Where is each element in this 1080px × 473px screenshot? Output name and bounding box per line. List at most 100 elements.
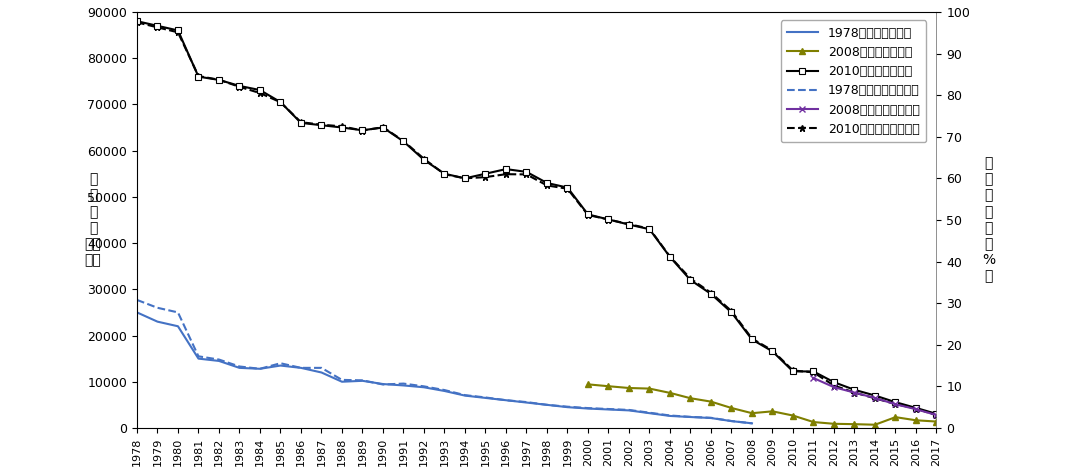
Y-axis label: 贫
困
发
生
率
（
%
）: 贫 困 发 生 率 （ % ） bbox=[982, 156, 995, 284]
2010年标准贫困发生率 bbox=[274, 99, 287, 105]
2010年标准贫困发生率 bbox=[172, 29, 185, 35]
2010年标准贫困人口 bbox=[254, 87, 267, 93]
1978年标准贫困人口 bbox=[274, 363, 287, 368]
1978年标准贫困人口 bbox=[397, 383, 410, 388]
1978年标准贫困人口 bbox=[540, 402, 553, 408]
2010年标准贫困发生率 bbox=[336, 123, 349, 129]
1978年标准贫困发生率 bbox=[643, 410, 656, 416]
2008年标准贫困人口 bbox=[807, 419, 820, 425]
1978年标准贫困发生率 bbox=[397, 381, 410, 386]
2008年标准贫困发生率 bbox=[827, 385, 840, 390]
1978年标准贫困人口 bbox=[131, 309, 144, 315]
1978年标准贫困发生率 bbox=[519, 399, 532, 405]
1978年标准贫困发生率 bbox=[704, 415, 717, 420]
2008年标准贫困人口 bbox=[745, 411, 758, 416]
2010年标准贫困发生率 bbox=[704, 290, 717, 296]
1978年标准贫困人口 bbox=[561, 404, 573, 410]
1978年标准贫困发生率 bbox=[602, 406, 615, 412]
2008年标准贫困发生率 bbox=[889, 402, 902, 407]
2010年标准贫困发生率 bbox=[295, 119, 308, 125]
2008年标准贫困人口 bbox=[622, 385, 635, 391]
2010年标准贫困人口 bbox=[848, 387, 861, 393]
2010年标准贫困人口 bbox=[827, 379, 840, 385]
2008年标准贫困发生率 bbox=[807, 375, 820, 381]
1978年标准贫困人口 bbox=[192, 356, 205, 361]
1978年标准贫困人口 bbox=[356, 378, 369, 384]
1978年标准贫困人口 bbox=[499, 397, 512, 403]
2010年标准贫困人口 bbox=[807, 368, 820, 374]
2010年标准贫困人口 bbox=[131, 18, 144, 24]
2010年标准贫困人口 bbox=[684, 277, 697, 283]
2010年标准贫困发生率 bbox=[519, 172, 532, 177]
2010年标准贫困发生率 bbox=[827, 383, 840, 388]
2010年标准贫困人口 bbox=[213, 77, 226, 83]
2010年标准贫困发生率 bbox=[397, 138, 410, 144]
1978年标准贫困发生率 bbox=[295, 365, 308, 371]
2010年标准贫困人口 bbox=[480, 171, 492, 176]
2010年标准贫困人口 bbox=[172, 27, 185, 33]
2010年标准贫困人口 bbox=[622, 222, 635, 228]
2010年标准贫困发生率 bbox=[233, 84, 246, 90]
1978年标准贫困人口 bbox=[254, 366, 267, 372]
1978年标准贫困人口 bbox=[725, 418, 738, 424]
2010年标准贫困发生率 bbox=[663, 254, 676, 259]
2008年标准贫困人口 bbox=[643, 386, 656, 392]
1978年标准贫困发生率 bbox=[622, 407, 635, 413]
2010年标准贫困发生率 bbox=[868, 395, 881, 401]
2008年标准贫困发生率 bbox=[909, 406, 922, 412]
1978年标准贫困人口 bbox=[213, 358, 226, 364]
2010年标准贫困发生率 bbox=[848, 390, 861, 395]
2010年标准贫困人口 bbox=[581, 211, 594, 217]
1978年标准贫困发生率 bbox=[213, 357, 226, 362]
2010年标准贫困发生率 bbox=[192, 73, 205, 79]
2010年标准贫困人口 bbox=[459, 175, 472, 181]
2008年标准贫困人口 bbox=[663, 390, 676, 396]
2010年标准贫困发生率 bbox=[909, 406, 922, 412]
2010年标准贫困人口 bbox=[663, 254, 676, 260]
2010年标准贫困发生率 bbox=[602, 217, 615, 222]
1978年标准贫困发生率 bbox=[438, 387, 451, 393]
1978年标准贫困发生率 bbox=[315, 365, 328, 371]
2008年标准贫困人口 bbox=[725, 405, 738, 411]
2010年标准贫困发生率 bbox=[418, 156, 431, 162]
2008年标准贫困人口 bbox=[848, 421, 861, 427]
2010年标准贫困发生率 bbox=[377, 124, 390, 130]
1978年标准贫困人口 bbox=[295, 365, 308, 371]
2010年标准贫困人口 bbox=[909, 405, 922, 411]
2008年标准贫困人口 bbox=[704, 399, 717, 404]
2010年标准贫困人口 bbox=[930, 411, 943, 417]
Y-axis label: 贫
困
人
口
（万
人）: 贫 困 人 口 （万 人） bbox=[84, 173, 102, 267]
2010年标准贫困发生率 bbox=[540, 183, 553, 188]
2010年标准贫困人口 bbox=[336, 125, 349, 131]
1978年标准贫困人口 bbox=[233, 365, 246, 371]
2008年标准贫困人口 bbox=[766, 409, 779, 414]
2010年标准贫困发生率 bbox=[766, 348, 779, 353]
2010年标准贫困人口 bbox=[151, 23, 164, 29]
2008年标准贫困人口 bbox=[684, 395, 697, 401]
2010年标准贫困人口 bbox=[766, 349, 779, 354]
2010年标准贫困发生率 bbox=[745, 336, 758, 342]
1978年标准贫困发生率 bbox=[377, 382, 390, 387]
1978年标准贫困人口 bbox=[684, 414, 697, 420]
2008年标准贫困发生率 bbox=[848, 390, 861, 395]
2010年标准贫困人口 bbox=[889, 399, 902, 405]
1978年标准贫困人口 bbox=[663, 413, 676, 419]
Line: 2008年标准贫困发生率: 2008年标准贫困发生率 bbox=[811, 375, 940, 418]
1978年标准贫困人口 bbox=[459, 393, 472, 398]
2010年标准贫困发生率 bbox=[459, 175, 472, 181]
1978年标准贫困人口 bbox=[418, 385, 431, 390]
2010年标准贫困人口 bbox=[745, 337, 758, 342]
2010年标准贫困人口 bbox=[643, 227, 656, 232]
1978年标准贫困发生率 bbox=[581, 405, 594, 411]
2010年标准贫困发生率 bbox=[561, 186, 573, 192]
2008年标准贫困人口 bbox=[602, 384, 615, 389]
1978年标准贫困发生率 bbox=[233, 364, 246, 369]
2010年标准贫困发生率 bbox=[315, 122, 328, 128]
1978年标准贫困发生率 bbox=[418, 384, 431, 389]
1978年标准贫困人口 bbox=[745, 420, 758, 426]
Line: 2010年标准贫困人口: 2010年标准贫困人口 bbox=[134, 18, 940, 417]
2010年标准贫困发生率 bbox=[438, 171, 451, 177]
1978年标准贫困发生率 bbox=[663, 412, 676, 418]
1978年标准贫困发生率 bbox=[540, 402, 553, 408]
2008年标准贫困人口 bbox=[930, 419, 943, 424]
